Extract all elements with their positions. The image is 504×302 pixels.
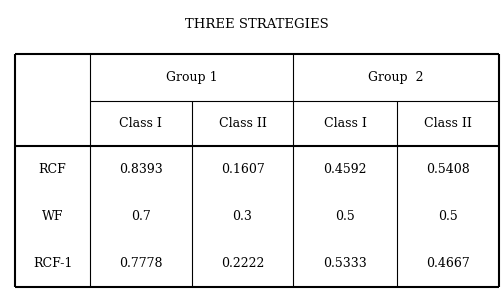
Text: 0.4667: 0.4667 xyxy=(426,257,470,270)
Text: 0.2222: 0.2222 xyxy=(221,257,264,270)
Text: Class II: Class II xyxy=(424,117,472,130)
Text: 0.4592: 0.4592 xyxy=(324,163,367,176)
Text: Class I: Class I xyxy=(119,117,162,130)
Text: 0.5: 0.5 xyxy=(438,210,458,223)
Text: RCF-1: RCF-1 xyxy=(33,257,72,270)
Text: 0.3: 0.3 xyxy=(232,210,253,223)
Text: Group 1: Group 1 xyxy=(166,71,218,84)
Text: 0.8393: 0.8393 xyxy=(119,163,163,176)
Text: Group  2: Group 2 xyxy=(368,71,424,84)
Text: 0.5408: 0.5408 xyxy=(426,163,470,176)
Text: RCF: RCF xyxy=(39,163,67,176)
Text: 0.5: 0.5 xyxy=(336,210,355,223)
Text: Class II: Class II xyxy=(219,117,267,130)
Text: Class I: Class I xyxy=(324,117,367,130)
Text: THREE STRATEGIES: THREE STRATEGIES xyxy=(185,18,329,31)
Text: 0.7778: 0.7778 xyxy=(119,257,163,270)
Text: 0.1607: 0.1607 xyxy=(221,163,265,176)
Text: WF: WF xyxy=(42,210,64,223)
Text: 0.5333: 0.5333 xyxy=(324,257,367,270)
Text: 0.7: 0.7 xyxy=(131,210,151,223)
